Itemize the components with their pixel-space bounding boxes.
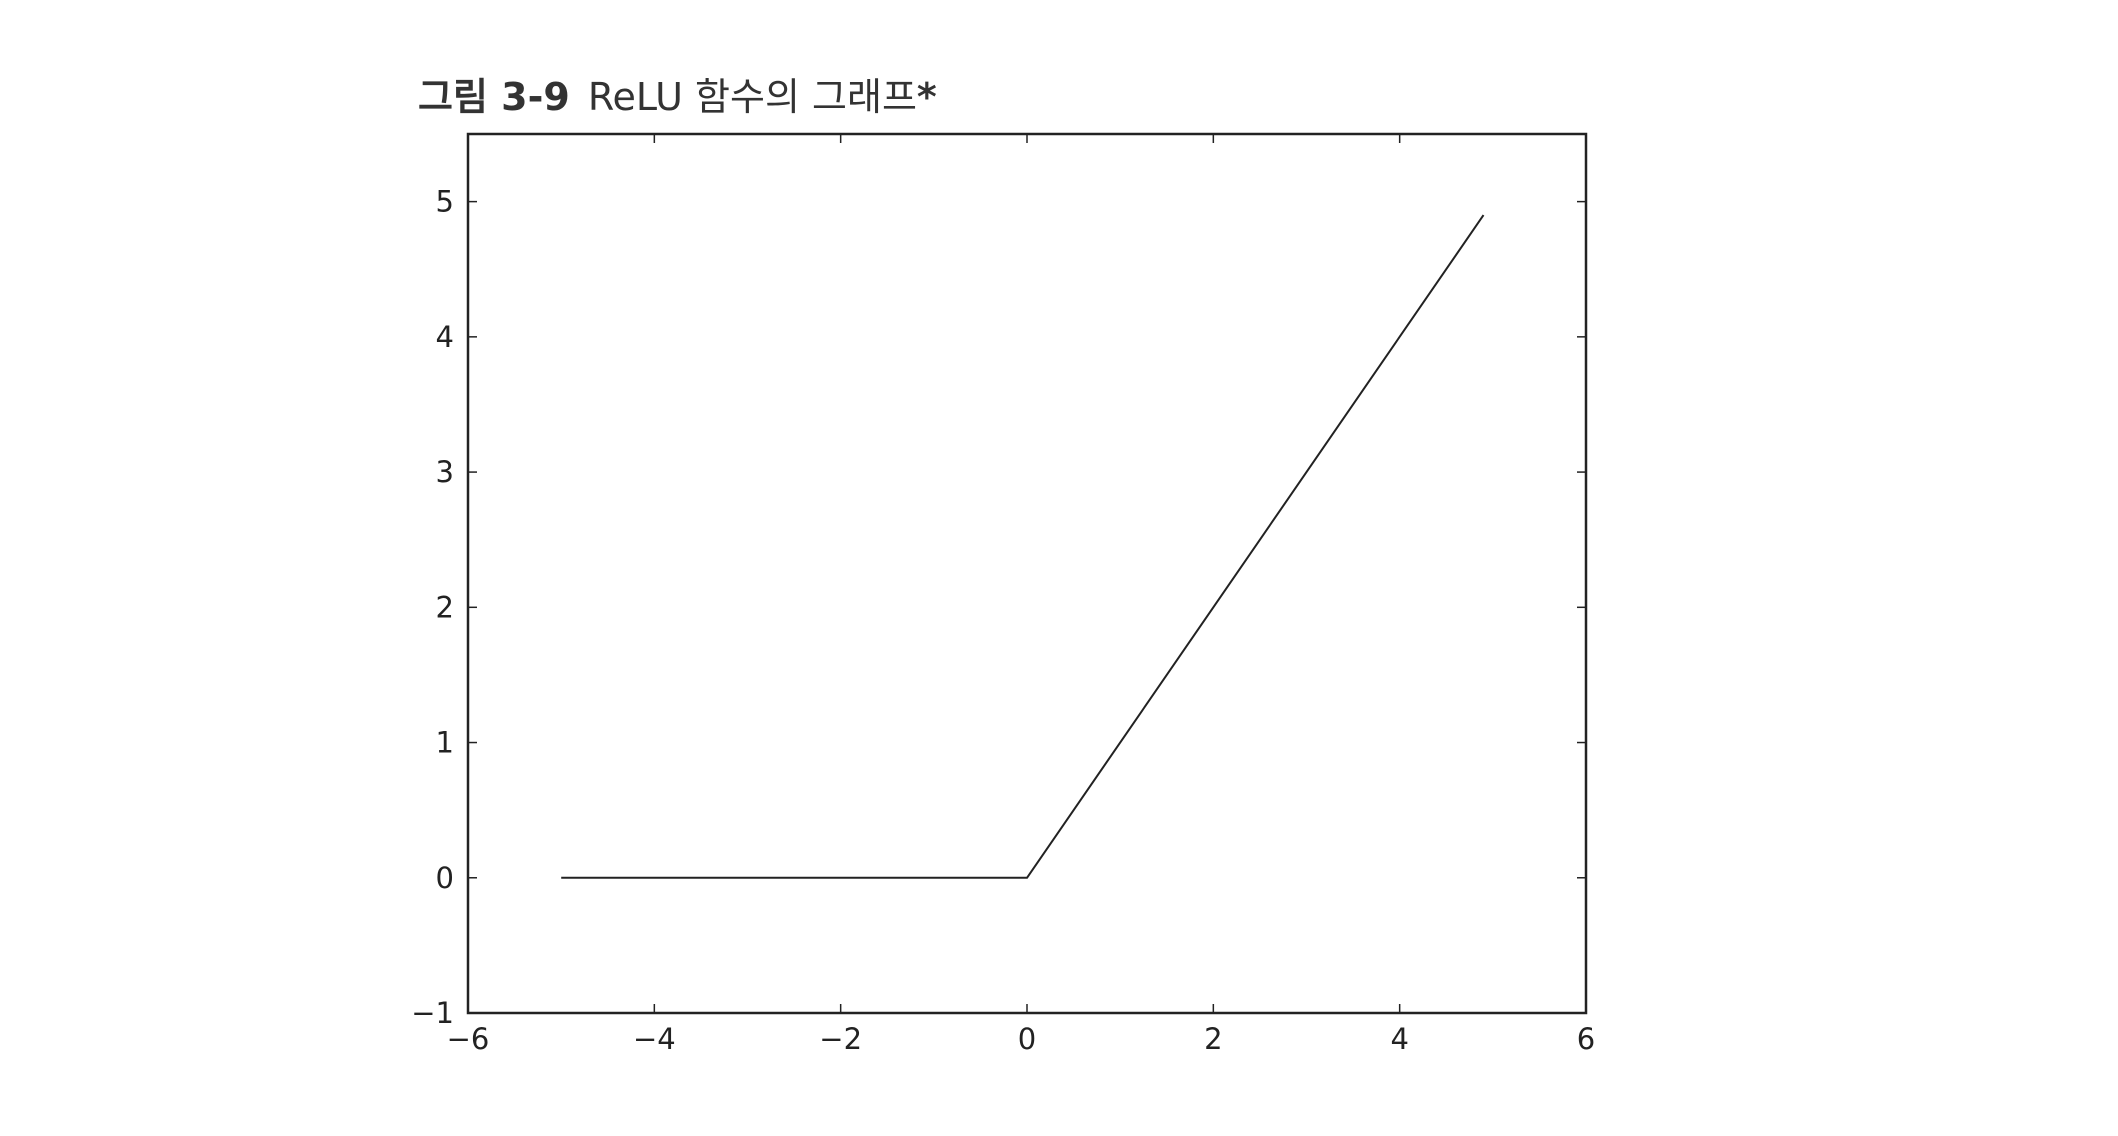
y-tick-label: 4 — [436, 320, 454, 354]
x-tick-label: 0 — [1018, 1022, 1036, 1056]
tick-labels-layer: −6 −4 −2 0 2 4 6 −1 0 1 2 3 4 5 — [411, 185, 1595, 1056]
ticks-layer — [467, 134, 1587, 1014]
x-tick-label: −6 — [447, 1022, 490, 1056]
footnote-marker: * — [916, 75, 937, 119]
figure-number: 그림 3-9 — [418, 75, 570, 119]
figure-title: ReLU 함수의 그래프 — [587, 75, 917, 119]
y-tick-label: 0 — [436, 861, 454, 895]
series-layer — [561, 214, 1485, 879]
x-tick-label: −2 — [819, 1022, 862, 1056]
x-tick-label: 6 — [1577, 1022, 1595, 1056]
y-tick-label: 1 — [436, 726, 454, 760]
figure-caption: 그림 3-9 ReLU 함수의 그래프* — [418, 66, 937, 121]
x-tick-label: 4 — [1390, 1022, 1408, 1056]
relu-line — [561, 214, 1485, 879]
plot-frame — [466, 132, 1588, 1015]
y-tick-label: 3 — [436, 455, 454, 489]
y-tick-label: 5 — [436, 185, 454, 219]
x-tick-label: 2 — [1204, 1022, 1222, 1056]
x-tick-label: −4 — [633, 1022, 676, 1056]
y-tick-label: −1 — [411, 996, 454, 1030]
y-tick-label: 2 — [436, 590, 454, 624]
